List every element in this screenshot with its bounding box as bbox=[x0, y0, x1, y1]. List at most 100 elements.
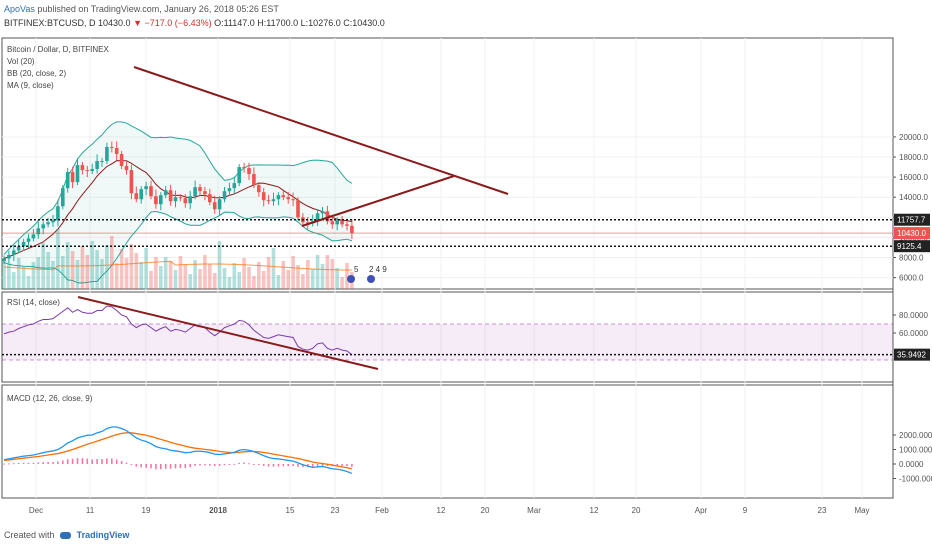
down-arrow-icon: ▼ bbox=[133, 18, 143, 28]
macd-histogram-bar bbox=[8, 463, 10, 465]
candle-body bbox=[173, 197, 178, 202]
candle-body bbox=[281, 195, 286, 198]
volume-bar bbox=[105, 245, 109, 289]
macd-y-tick-label: 0.0000 bbox=[899, 460, 924, 469]
volume-bar bbox=[134, 253, 139, 289]
candle-body bbox=[266, 200, 271, 202]
volume-bar bbox=[26, 276, 31, 289]
macd-y-tick-label: 2000.0000 bbox=[899, 431, 932, 440]
legend-entry: BB (20, close, 2) bbox=[7, 69, 66, 78]
macd-histogram-bar bbox=[91, 459, 93, 464]
symbol-line: BITFINEX:BTCUSD, D 10430.0 ▼ −717.0 (−6.… bbox=[4, 18, 385, 28]
x-tick-label-23: 23 bbox=[818, 506, 827, 515]
volume-bar bbox=[2, 259, 6, 289]
chart-area[interactable]: RSI (14, close) MACD (12, 26, close, 9) … bbox=[0, 36, 932, 526]
macd-legend: MACD (12, 26, close, 9) bbox=[7, 394, 93, 403]
macd-histogram-bar bbox=[189, 464, 191, 468]
macd-histogram-bar bbox=[71, 458, 74, 464]
macd-histogram-bar bbox=[311, 464, 314, 468]
candle-body bbox=[105, 146, 109, 162]
macd-histogram-bar bbox=[262, 464, 265, 466]
candle-body bbox=[119, 153, 124, 167]
candle-body bbox=[144, 186, 148, 190]
y-tick-label: 14000.0 bbox=[899, 193, 928, 202]
author-link[interactable]: ApoVas bbox=[4, 4, 35, 14]
macd-histogram-bar bbox=[282, 464, 285, 467]
candle-body bbox=[222, 191, 227, 200]
macd-histogram-bar bbox=[346, 464, 348, 467]
rsi-last-label: 35.9492 bbox=[897, 351, 926, 360]
macd-histogram-bar bbox=[321, 464, 324, 466]
x-tick-label-11: 11 bbox=[86, 506, 95, 515]
macd-histogram-bar bbox=[174, 464, 177, 469]
candle-body bbox=[149, 186, 153, 197]
candle-body bbox=[242, 167, 246, 169]
price-change: −717.0 (−6.43%) bbox=[144, 18, 212, 28]
volume-bar bbox=[208, 264, 212, 289]
candle-body bbox=[95, 161, 99, 170]
rsi-trendline bbox=[77, 296, 379, 370]
macd-histogram-bar bbox=[194, 464, 196, 466]
volume-bar bbox=[281, 261, 286, 289]
macd-histogram-bar bbox=[267, 464, 270, 467]
event-flag-icon bbox=[347, 275, 355, 283]
x-tick-label-9: 9 bbox=[743, 506, 748, 515]
candle-body bbox=[335, 220, 339, 225]
candle-body bbox=[12, 250, 16, 255]
price-label-11757.7: 11757.7 bbox=[897, 216, 926, 225]
volume-bar bbox=[217, 241, 222, 289]
candle-body bbox=[198, 187, 202, 192]
candle-body bbox=[212, 202, 217, 210]
candle-body bbox=[100, 161, 104, 163]
macd-histogram-bar bbox=[184, 464, 187, 468]
volume-bar bbox=[296, 265, 300, 289]
macd-histogram-bar bbox=[336, 464, 338, 466]
macd-histogram-bar bbox=[228, 464, 231, 465]
volume-bar bbox=[56, 229, 60, 289]
candle-body bbox=[208, 194, 212, 203]
macd-histogram-bar bbox=[22, 462, 25, 464]
tradingview-logo-icon bbox=[60, 532, 72, 539]
volume-bar bbox=[95, 250, 99, 289]
y-tick-label: 8000.0 bbox=[899, 254, 924, 263]
y-tick-label: 6000.0 bbox=[899, 274, 924, 283]
x-tick-label-19: 19 bbox=[142, 506, 151, 515]
candle-body bbox=[315, 213, 320, 222]
candle-body bbox=[85, 170, 90, 172]
candle-body bbox=[261, 192, 266, 201]
volume-bar bbox=[159, 266, 163, 289]
volume-bar bbox=[46, 252, 50, 289]
volume-bar bbox=[198, 269, 202, 289]
macd-histogram-bar bbox=[57, 461, 59, 464]
macd-histogram-bar bbox=[341, 464, 343, 466]
volume-bar bbox=[75, 260, 80, 289]
rsi-label-box bbox=[894, 348, 930, 361]
y-tick-label: 20000.0 bbox=[899, 133, 928, 142]
tradingview-brand-link[interactable]: TradingView bbox=[76, 530, 130, 540]
macd-histogram-bar bbox=[130, 464, 133, 465]
last-price: 10430.0 bbox=[98, 18, 131, 28]
created-with-text: Created with bbox=[4, 530, 55, 540]
macd-histogram-bar bbox=[209, 464, 211, 466]
candle-body bbox=[56, 206, 60, 221]
x-tick-label-15: 15 bbox=[286, 506, 295, 515]
volume-bar bbox=[286, 270, 290, 289]
candle-body bbox=[110, 146, 114, 148]
event-label: 2 4 9 bbox=[369, 265, 387, 274]
macd-histogram-bar bbox=[297, 464, 299, 467]
x-tick-label-20: 20 bbox=[481, 506, 490, 515]
macd-histogram-bar bbox=[326, 464, 329, 467]
macd-histogram-bar bbox=[179, 464, 182, 469]
macd-histogram-bar bbox=[125, 462, 128, 464]
volume-bar bbox=[36, 257, 41, 289]
ma-line bbox=[3, 160, 353, 259]
macd-histogram-bar bbox=[199, 464, 201, 466]
macd-histogram-bar bbox=[160, 464, 162, 470]
volume-bar bbox=[90, 241, 94, 289]
macd-histogram-bar bbox=[3, 463, 5, 465]
legend-entry: Bitcoin / Dollar, D, BITFINEX bbox=[7, 45, 109, 54]
publish-info: published on TradingView.com, January 26… bbox=[37, 4, 279, 14]
candle-body bbox=[345, 224, 349, 226]
macd-histogram-bar bbox=[66, 459, 69, 464]
macd-histogram-bar bbox=[96, 459, 98, 464]
